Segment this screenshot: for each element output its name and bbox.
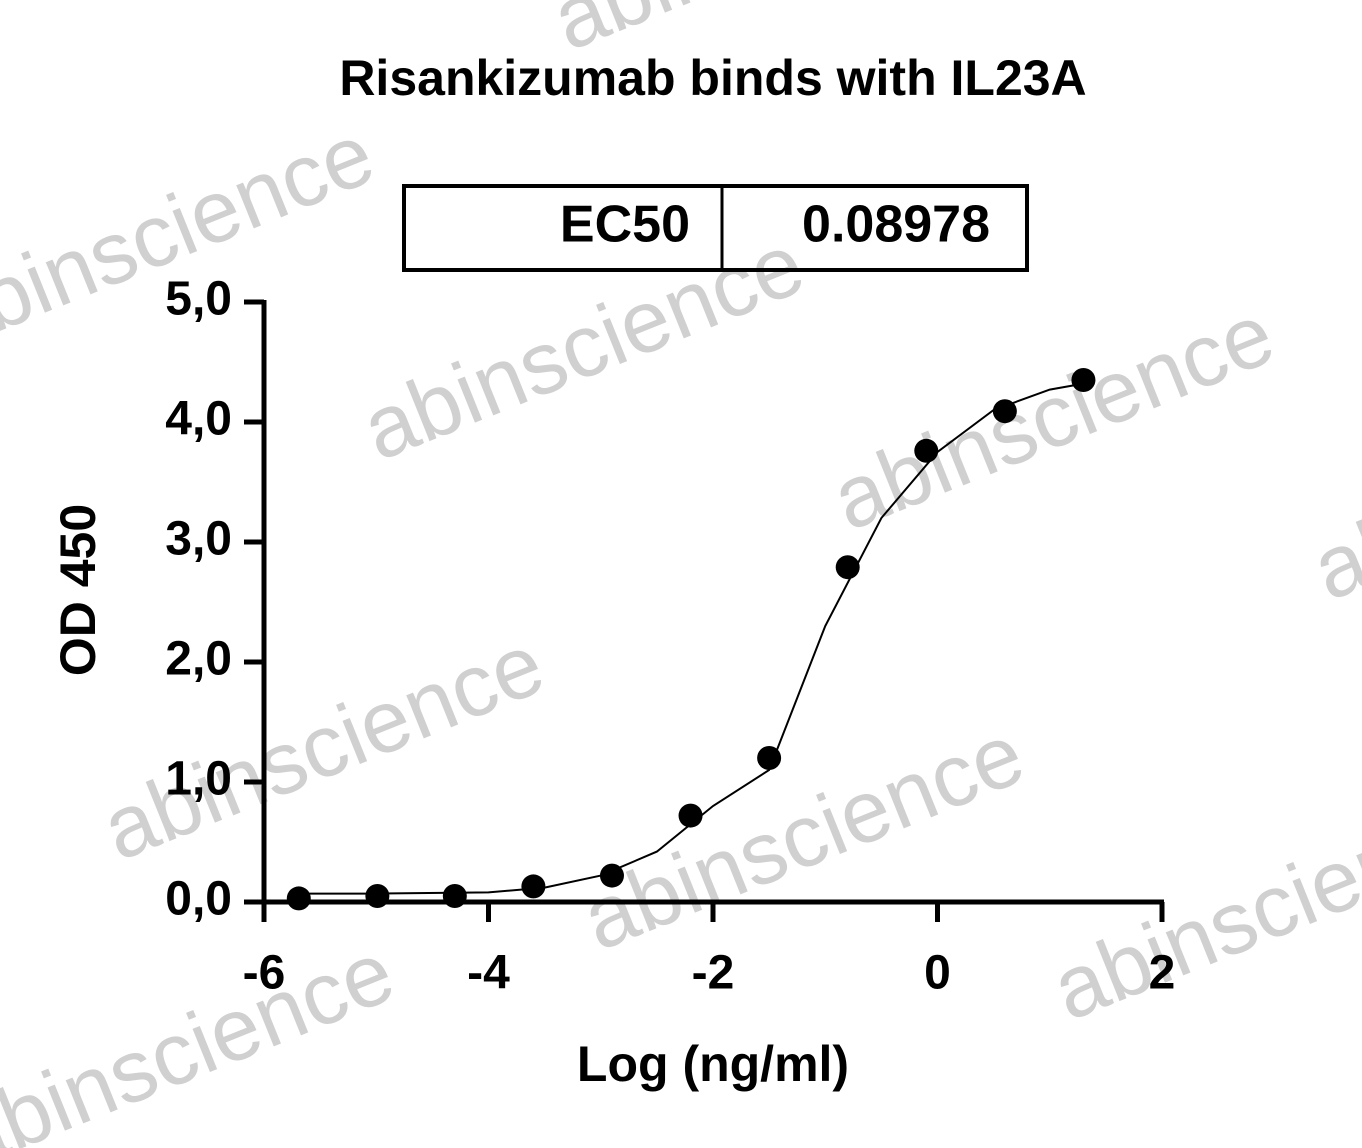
point: [757, 746, 782, 770]
fit-curve: [297, 382, 1084, 895]
point: [914, 438, 939, 463]
y-tick-label: 0,0: [165, 873, 232, 926]
ec50-value: 0.08978: [802, 196, 990, 254]
x-tick-label: -6: [243, 947, 286, 1000]
x-tick-label: 0: [924, 947, 951, 1000]
point: [365, 884, 390, 908]
x-tick-label: 2: [1149, 947, 1176, 1000]
watermark: abinscience: [0, 103, 387, 369]
chart-title: Risankizumab binds with IL23A: [339, 50, 1086, 106]
y-axis-label: OD 450: [50, 504, 106, 676]
watermark: abinscience: [89, 613, 557, 879]
y-tick-label: 4,0: [165, 393, 232, 446]
point: [992, 399, 1017, 424]
y-tick-label: 1,0: [165, 753, 232, 806]
point: [1071, 368, 1096, 392]
x-tick-label: -4: [467, 947, 510, 1000]
ec50-label: EC50: [560, 196, 690, 254]
x-axis-label: Log (ng/ml): [577, 1036, 849, 1092]
watermark: abinscience: [0, 921, 407, 1148]
point: [286, 886, 311, 911]
y-tick-label: 3,0: [165, 513, 232, 566]
point: [599, 863, 624, 888]
watermark: abinscience: [1299, 353, 1362, 619]
watermark: abinscience: [569, 703, 1037, 969]
y-tick-label: 5,0: [165, 273, 232, 326]
x-tick-label: -2: [692, 947, 735, 1000]
point: [442, 884, 467, 908]
watermark: abinscience: [1039, 773, 1362, 1039]
ec50-box: [402, 184, 1029, 272]
y-tick-label: 2,0: [165, 633, 232, 686]
point: [521, 874, 546, 899]
point: [678, 803, 703, 828]
point: [835, 555, 860, 580]
